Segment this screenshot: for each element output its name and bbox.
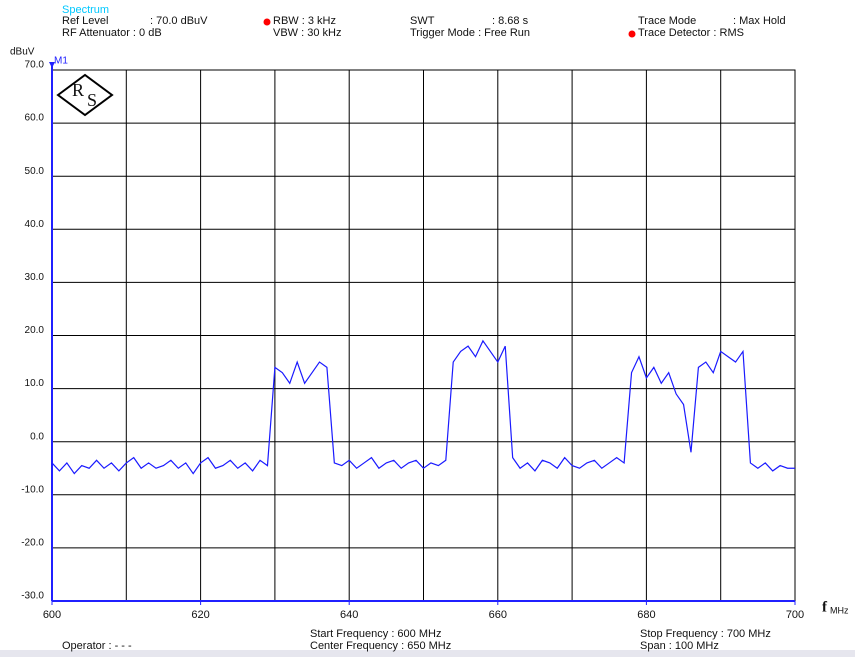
- x-tick-label: 600: [43, 609, 61, 621]
- logo-letter: S: [87, 90, 97, 110]
- footer-text: Span : 100 MHz: [640, 640, 719, 652]
- header-dot: [263, 18, 271, 26]
- footer-text: Stop Frequency : 700 MHz: [640, 628, 771, 640]
- marker-label: M1: [54, 56, 68, 67]
- y-tick-label: 70.0: [25, 60, 45, 71]
- header-text: VBW : 30 kHz: [273, 27, 341, 39]
- footer-text: Start Frequency : 600 MHz: [310, 628, 441, 640]
- header-text: Trigger Mode : Free Run: [410, 27, 530, 39]
- y-tick-label: 10.0: [25, 378, 45, 389]
- y-tick-label: -30.0: [21, 591, 44, 602]
- y-tick-label: -10.0: [21, 484, 44, 495]
- header-text: RF Attenuator : 0 dB: [62, 27, 162, 39]
- header-text: Trace Mode: [638, 15, 696, 27]
- header-text: : Max Hold: [733, 15, 786, 27]
- y-tick-label: -20.0: [21, 538, 44, 549]
- chart-title: Spectrum: [62, 4, 109, 16]
- y-tick-label: 30.0: [25, 272, 45, 283]
- y-tick-label: 20.0: [25, 325, 45, 336]
- header-text: Trace Detector : RMS: [638, 27, 744, 39]
- logo-letter: R: [72, 80, 84, 100]
- footer-text: Center Frequency : 650 MHz: [310, 640, 451, 652]
- y-tick-label: 40.0: [25, 219, 45, 230]
- x-tick-label: 680: [637, 609, 655, 621]
- x-tick-label: 640: [340, 609, 358, 621]
- x-tick-label: 620: [191, 609, 209, 621]
- footer-text: Operator : - - -: [62, 640, 132, 652]
- header-dot: [628, 30, 636, 38]
- y-tick-label: 50.0: [25, 166, 45, 177]
- header-text: : 70.0 dBuV: [150, 15, 208, 27]
- header-text: RBW : 3 kHz: [273, 15, 336, 27]
- x-axis-unit: MHz: [830, 605, 849, 615]
- header-text: : 8.68 s: [492, 15, 529, 27]
- y-tick-label: 60.0: [25, 113, 45, 124]
- status-bar: [0, 650, 855, 657]
- trace-line: [51, 339, 795, 475]
- logo: R S: [56, 73, 114, 117]
- header-text: Ref Level: [62, 15, 108, 27]
- header-text: SWT: [410, 15, 435, 27]
- y-tick-label: 0.0: [30, 431, 44, 442]
- x-axis-label: f: [822, 599, 828, 615]
- marker-triangle: [49, 62, 55, 68]
- y-axis-label: dBuV: [10, 47, 35, 58]
- x-tick-label: 660: [489, 609, 507, 621]
- x-tick-label: 700: [786, 609, 804, 621]
- logo-diamond: [56, 73, 114, 117]
